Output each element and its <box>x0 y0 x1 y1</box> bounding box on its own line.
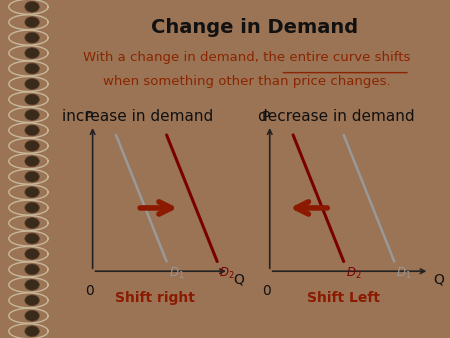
Text: 0: 0 <box>85 284 94 298</box>
Ellipse shape <box>25 171 39 182</box>
Text: 0: 0 <box>262 284 271 298</box>
Ellipse shape <box>25 280 39 290</box>
Ellipse shape <box>25 187 39 198</box>
Ellipse shape <box>25 326 39 337</box>
Ellipse shape <box>25 295 39 306</box>
Text: $D_2$: $D_2$ <box>346 266 361 282</box>
Ellipse shape <box>25 110 39 120</box>
Ellipse shape <box>25 218 39 228</box>
Ellipse shape <box>25 48 39 58</box>
Text: $D_2$: $D_2$ <box>219 266 234 282</box>
Text: $D_1$: $D_1$ <box>168 266 184 282</box>
Text: when something other than price changes.: when something other than price changes. <box>103 75 390 88</box>
Text: Change in Demand: Change in Demand <box>151 18 358 37</box>
Ellipse shape <box>25 63 39 74</box>
Text: P: P <box>262 110 270 124</box>
Text: decrease in demand: decrease in demand <box>257 109 414 124</box>
Text: Shift Left: Shift Left <box>307 291 380 305</box>
Ellipse shape <box>25 233 39 244</box>
Ellipse shape <box>25 264 39 275</box>
Text: $D_1$: $D_1$ <box>396 266 412 282</box>
Ellipse shape <box>25 1 39 12</box>
Ellipse shape <box>25 125 39 136</box>
Ellipse shape <box>25 79 39 90</box>
Text: With a change in demand, the entire curve shifts: With a change in demand, the entire curv… <box>83 51 410 64</box>
Text: P: P <box>85 110 93 124</box>
Ellipse shape <box>25 248 39 259</box>
Ellipse shape <box>25 94 39 105</box>
Ellipse shape <box>25 32 39 43</box>
Text: increase in demand: increase in demand <box>62 109 213 124</box>
Text: Q: Q <box>233 273 243 287</box>
Ellipse shape <box>25 156 39 167</box>
Ellipse shape <box>25 140 39 151</box>
Ellipse shape <box>25 202 39 213</box>
Text: Shift right: Shift right <box>115 291 195 305</box>
Text: Q: Q <box>433 273 444 287</box>
Ellipse shape <box>25 310 39 321</box>
Ellipse shape <box>25 17 39 28</box>
